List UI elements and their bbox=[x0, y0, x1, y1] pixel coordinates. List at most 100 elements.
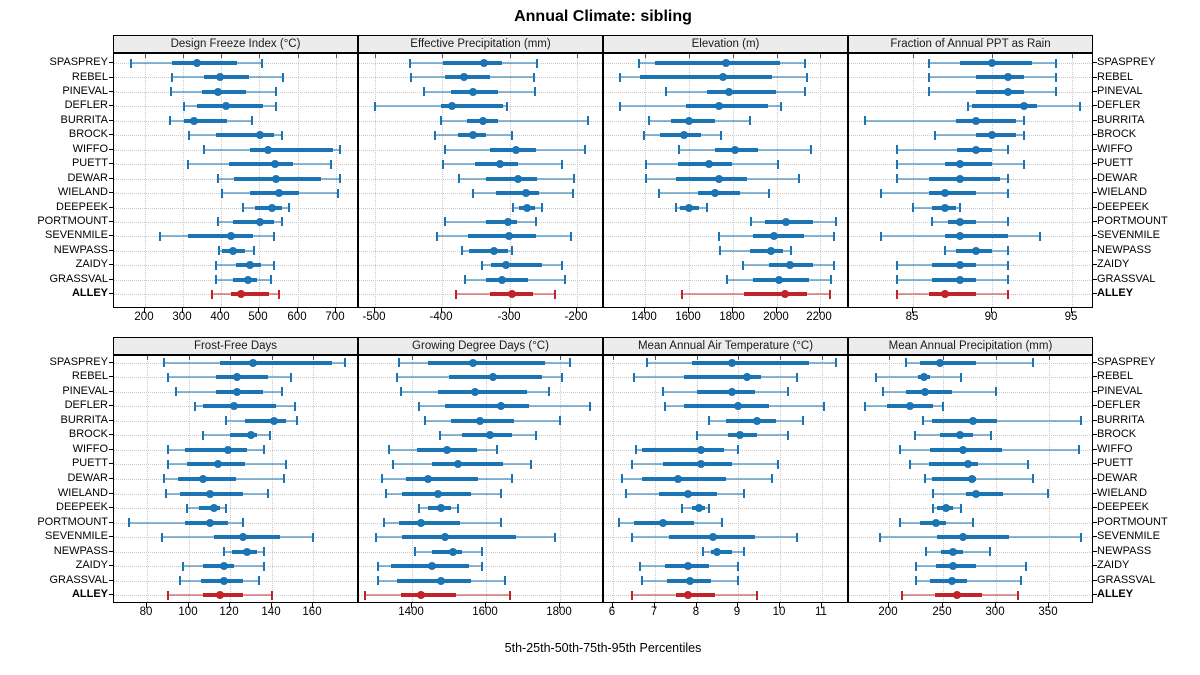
cap-5th bbox=[901, 590, 904, 600]
median-dot bbox=[696, 445, 705, 454]
cap-5th bbox=[633, 372, 635, 382]
axis-tick-label: 9 bbox=[733, 606, 741, 618]
axis-tick-label: -300 bbox=[497, 311, 521, 323]
cap-5th bbox=[708, 416, 710, 426]
median-dot bbox=[731, 145, 739, 154]
axis-tick-label: 1400 bbox=[398, 606, 424, 618]
row-tick-right bbox=[1093, 206, 1097, 208]
axis-tick bbox=[991, 308, 992, 313]
site-label-wiffo: WIFFO bbox=[1097, 142, 1133, 155]
cap-5th bbox=[214, 275, 217, 285]
median-dot bbox=[727, 358, 736, 367]
panel-plot-fraction-of-annual-ppt-as-rain bbox=[848, 53, 1093, 308]
row-tick-left bbox=[109, 105, 113, 107]
site-label-burrita: BURRITA bbox=[60, 413, 108, 426]
median-dot bbox=[242, 547, 251, 556]
cap-95th bbox=[535, 58, 538, 68]
median-dot bbox=[226, 232, 235, 241]
cap-5th bbox=[618, 518, 621, 528]
cap-95th bbox=[481, 561, 484, 571]
cap-5th bbox=[718, 246, 721, 256]
site-label-grassval: GRASSVAL bbox=[49, 573, 109, 586]
cap-5th bbox=[895, 289, 898, 299]
interval-25th-75th bbox=[486, 277, 528, 282]
site-label-alley: ALLEY bbox=[1097, 588, 1134, 601]
median-dot bbox=[659, 518, 668, 527]
panel-header-mean-annual-air-temperature-c: Mean Annual Air Temperature (°C) bbox=[603, 337, 848, 355]
median-dot bbox=[190, 116, 199, 125]
cap-5th bbox=[701, 547, 704, 557]
interval-25th-75th bbox=[932, 476, 976, 481]
axis-tick-top bbox=[822, 356, 823, 360]
median-dot bbox=[478, 116, 487, 125]
cap-95th bbox=[941, 401, 944, 411]
cap-5th bbox=[619, 72, 622, 82]
median-dot bbox=[968, 416, 977, 425]
site-label-wiffo: WIFFO bbox=[72, 442, 108, 455]
median-dot bbox=[956, 217, 965, 226]
cap-95th bbox=[1024, 561, 1027, 571]
row-tick-right bbox=[1093, 148, 1097, 150]
row-tick-right bbox=[1093, 293, 1097, 295]
interval-25th-75th bbox=[469, 248, 509, 253]
axis-tick-top bbox=[1049, 356, 1050, 360]
cap-95th bbox=[273, 231, 275, 241]
median-dot bbox=[229, 246, 238, 255]
cap-5th bbox=[169, 87, 172, 97]
axis-tick bbox=[654, 603, 655, 608]
median-dot bbox=[496, 160, 505, 169]
cap-5th bbox=[423, 416, 426, 426]
axis-tick-label: 400 bbox=[210, 311, 230, 323]
median-dot bbox=[714, 174, 723, 183]
row-tick-left bbox=[109, 507, 113, 508]
median-dot bbox=[209, 504, 218, 512]
cap-5th bbox=[639, 561, 642, 571]
cap-95th bbox=[586, 116, 589, 126]
axis-tick-top bbox=[780, 356, 781, 360]
axis-tick bbox=[644, 308, 645, 313]
interval-25th-75th bbox=[684, 404, 770, 409]
median-dot bbox=[1004, 73, 1013, 82]
row-tick-right bbox=[1093, 192, 1097, 193]
cap-5th bbox=[375, 532, 378, 542]
cap-5th bbox=[741, 260, 744, 270]
cap-95th bbox=[572, 188, 574, 198]
cap-95th bbox=[533, 72, 535, 82]
panel-plot-effective-precipitation-mm bbox=[358, 53, 603, 308]
interval-25th-75th bbox=[955, 118, 1017, 123]
site-label-puett: PUETT bbox=[71, 157, 108, 170]
axis-tick-top bbox=[733, 54, 734, 58]
interval-25th-75th bbox=[201, 89, 247, 94]
gridline-vertical bbox=[913, 54, 914, 307]
cap-95th bbox=[241, 518, 244, 528]
row-tick-right bbox=[1093, 390, 1097, 392]
site-label-dewar: DEWAR bbox=[1097, 171, 1138, 184]
interval-25th-75th bbox=[931, 277, 977, 282]
cap-5th bbox=[643, 130, 646, 140]
cap-95th bbox=[496, 445, 499, 455]
row-tick-left bbox=[109, 278, 113, 280]
site-label-zaidy: ZAIDY bbox=[1097, 559, 1130, 572]
cap-95th bbox=[584, 145, 587, 155]
row-tick-left bbox=[109, 119, 113, 121]
axis-tick-top bbox=[820, 54, 821, 58]
axis-tick-label: 95 bbox=[1064, 311, 1078, 323]
median-dot bbox=[673, 474, 682, 483]
median-dot bbox=[271, 174, 280, 183]
gridline-horizontal bbox=[604, 522, 847, 524]
median-dot bbox=[255, 131, 264, 140]
cap-5th bbox=[444, 145, 447, 155]
axis-tick-top bbox=[1072, 54, 1073, 58]
median-dot bbox=[964, 460, 973, 469]
row-tick-left bbox=[109, 163, 113, 165]
cap-95th bbox=[1007, 145, 1010, 155]
axis-tick bbox=[182, 308, 183, 313]
cap-5th bbox=[164, 489, 167, 498]
axis-tick-label: 2000 bbox=[763, 311, 789, 323]
axis-tick-label: 1800 bbox=[546, 606, 572, 618]
site-label-pineval: PINEVAL bbox=[62, 84, 108, 97]
median-dot bbox=[724, 87, 733, 96]
cap-95th bbox=[274, 101, 277, 111]
site-label-newpass: NEWPASS bbox=[53, 243, 108, 256]
cap-5th bbox=[943, 246, 946, 256]
